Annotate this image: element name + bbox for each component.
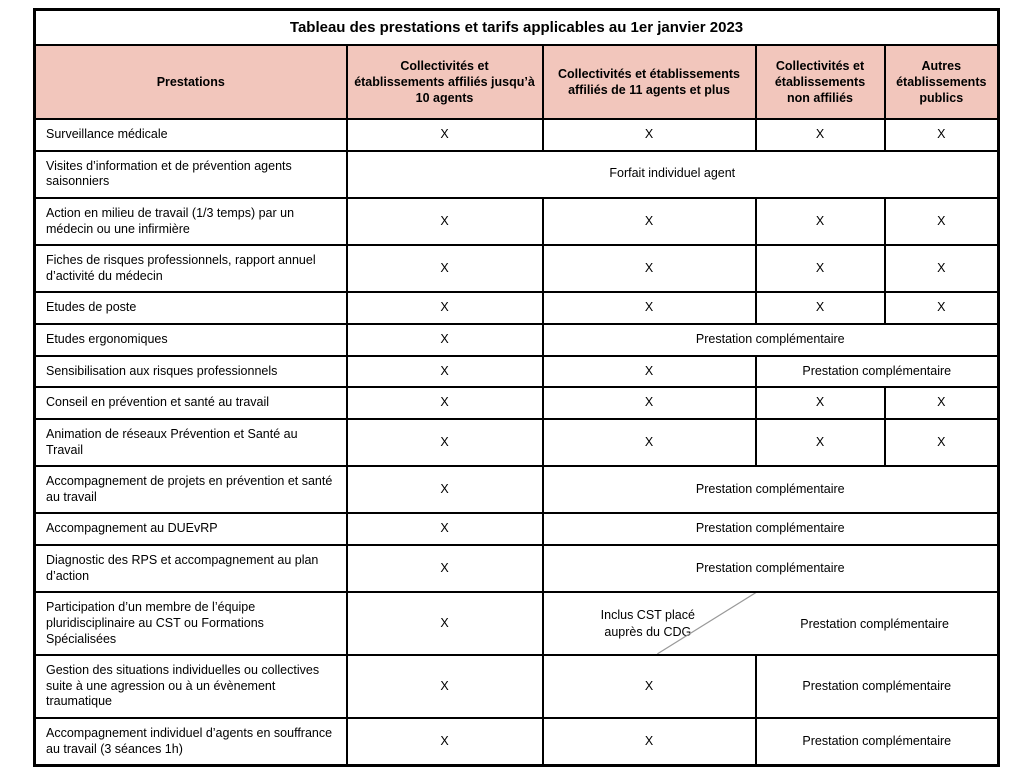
merged-text-cell: Prestation complémentaire <box>754 654 1000 719</box>
x-mark-cell: X <box>754 417 886 468</box>
x-mark-cell: X <box>883 244 1000 294</box>
table-row: Conseil en prévention et santé au travai… <box>33 386 1000 420</box>
x-mark-cell: X <box>541 196 757 247</box>
row-label: Action en milieu de travail (1/3 temps) … <box>33 196 348 247</box>
row-label: Fiches de risques professionnels, rappor… <box>33 244 348 294</box>
x-mark-cell: X <box>541 417 757 468</box>
x-mark-cell: X <box>541 386 757 420</box>
row-label: Animation de réseaux Prévention et Santé… <box>33 417 348 468</box>
x-mark-cell: X <box>541 354 757 389</box>
merged-text-cell: Forfait individuel agent <box>345 149 1000 199</box>
x-mark-cell: X <box>345 291 544 325</box>
x-mark-cell: X <box>345 543 544 594</box>
merged-text-cell: Prestation complémentaire <box>541 512 1000 546</box>
merged-text-cell: Prestation complémentaire <box>754 717 1000 767</box>
table-row: Animation de réseaux Prévention et Santé… <box>33 417 1000 468</box>
header-prestations: Prestations <box>33 44 348 120</box>
row-label: Accompagnement individuel d’agents en so… <box>33 717 348 767</box>
x-mark-cell: X <box>541 244 757 294</box>
x-mark-cell: X <box>345 465 544 515</box>
table-row: Action en milieu de travail (1/3 temps) … <box>33 196 1000 247</box>
row-label: Surveillance médicale <box>33 118 348 152</box>
row-label: Etudes de poste <box>33 291 348 325</box>
x-mark-cell: X <box>345 386 544 420</box>
x-mark-cell: X <box>541 291 757 325</box>
table-row: Accompagnement individuel d’agents en so… <box>33 717 1000 767</box>
x-mark-cell: X <box>345 118 544 152</box>
x-mark-cell: X <box>883 196 1000 247</box>
x-mark-cell: X <box>345 323 544 357</box>
table-title-row: Tableau des prestations et tarifs applic… <box>33 8 1000 46</box>
x-mark-cell: X <box>883 386 1000 420</box>
row-label: Sensibilisation aux risques professionne… <box>33 354 348 389</box>
x-mark-cell: X <box>345 717 544 767</box>
diagonal-split-cell: Inclus CST placé auprès du CDG Prestation… <box>541 591 1000 657</box>
header-non-affilies: Collectivités et établissements non affi… <box>754 44 886 120</box>
x-mark-cell: X <box>883 291 1000 325</box>
row-label: Accompagnement de projets en prévention … <box>33 465 348 515</box>
x-mark-cell: X <box>345 417 544 468</box>
merged-text-cell: Prestation complémentaire <box>541 543 1000 594</box>
table-row: Participation d’un membre de l’équipe pl… <box>33 591 1000 657</box>
table-row: Accompagnement au DUEvRP X Prestation comp… <box>33 512 1000 546</box>
table-row: Sensibilisation aux risques professionne… <box>33 354 1000 389</box>
x-mark-cell: X <box>754 118 886 152</box>
table-header-row: Prestations Collectivités et établisseme… <box>33 44 1000 120</box>
x-mark-cell: X <box>345 244 544 294</box>
merged-text-cell: Prestation complémentaire <box>541 323 1000 357</box>
table-row: Visites d’information et de prévention a… <box>33 149 1000 199</box>
x-mark-cell: X <box>541 654 757 719</box>
prestations-table: Tableau des prestations et tarifs applic… <box>33 8 1001 767</box>
x-mark-cell: X <box>883 118 1000 152</box>
diagonal-cell-content: Inclus CST placé auprès du CDG Prestation… <box>544 593 998 654</box>
x-mark-cell: X <box>541 717 757 767</box>
row-label: Gestion des situations individuelles ou … <box>33 654 348 719</box>
x-mark-cell: X <box>541 118 757 152</box>
header-affilies-10-agents: Collectivités et établissements affiliés… <box>345 44 544 120</box>
row-label: Diagnostic des RPS et accompagnement au … <box>33 543 348 594</box>
table-row: Diagnostic des RPS et accompagnement au … <box>33 543 1000 594</box>
x-mark-cell: X <box>345 354 544 389</box>
table-row: Accompagnement de projets en prévention … <box>33 465 1000 515</box>
row-label: Conseil en prévention et santé au travai… <box>33 386 348 420</box>
x-mark-cell: X <box>754 196 886 247</box>
table-row: Surveillance médicale X X X X <box>33 118 1000 152</box>
x-mark-cell: X <box>345 654 544 719</box>
merged-text-cell: Prestation complémentaire <box>541 465 1000 515</box>
x-mark-cell: X <box>754 291 886 325</box>
row-label: Participation d’un membre de l’équipe pl… <box>33 591 348 657</box>
x-mark-cell: X <box>754 244 886 294</box>
table-body: Surveillance médicale X X X X Visites d’infor… <box>33 118 1000 767</box>
diagonal-left-text: Inclus CST placé auprès du CDG <box>600 608 695 639</box>
table-row: Etudes de poste X X X X <box>33 291 1000 325</box>
table-row: Gestion des situations individuelles ou … <box>33 654 1000 719</box>
document-sheet: Tableau des prestations et tarifs applic… <box>33 8 1001 767</box>
x-mark-cell: X <box>345 591 544 657</box>
table-row: Fiches de risques professionnels, rappor… <box>33 244 1000 294</box>
x-mark-cell: X <box>345 196 544 247</box>
row-label: Visites d’information et de prévention a… <box>33 149 348 199</box>
table-title: Tableau des prestations et tarifs applic… <box>33 8 1000 46</box>
x-mark-cell: X <box>754 386 886 420</box>
x-mark-cell: X <box>345 512 544 546</box>
table-row: Etudes ergonomiques X Prestation complémen… <box>33 323 1000 357</box>
diagonal-right-text: Prestation complémentaire <box>800 616 949 631</box>
header-affilies-11-agents: Collectivités et établissements affiliés… <box>541 44 757 120</box>
x-mark-cell: X <box>883 417 1000 468</box>
header-autres-etablissements: Autres établissements publics <box>883 44 1000 120</box>
row-label: Accompagnement au DUEvRP <box>33 512 348 546</box>
merged-text-cell: Prestation complémentaire <box>754 354 1000 389</box>
row-label: Etudes ergonomiques <box>33 323 348 357</box>
